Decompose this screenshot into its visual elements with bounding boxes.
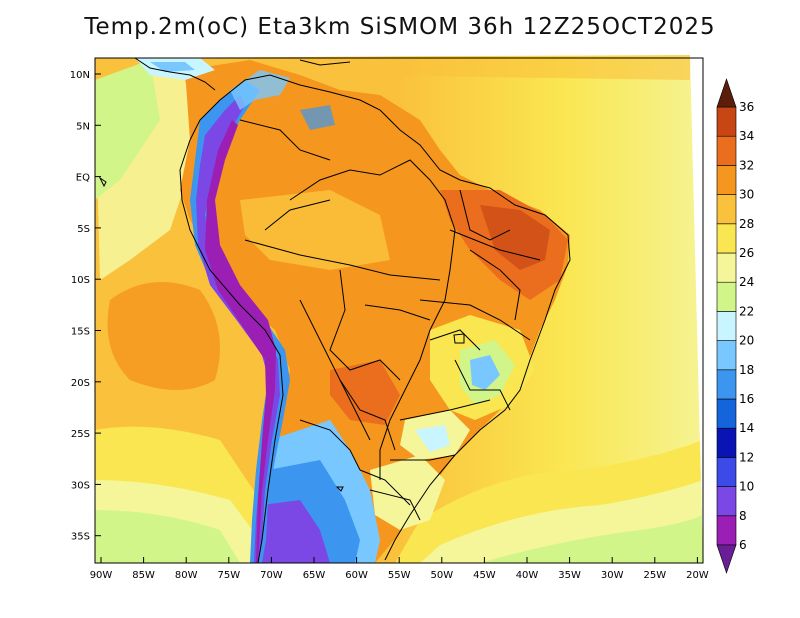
colorbar-label: 24: [739, 275, 754, 289]
colorbar-label: 22: [739, 304, 754, 318]
latitude-axis: 10N 5N EQ 5S 10S 15S 20S 25S 30S 35S: [70, 70, 101, 543]
colorbar-band: [716, 165, 737, 195]
lon-tick-label: 80W: [175, 570, 198, 581]
colorbar-band: [716, 106, 737, 137]
colorbar-label: 16: [739, 392, 754, 406]
colorbar-label: 10: [739, 480, 754, 494]
lat-tick-label: 10S: [71, 275, 90, 286]
lat-tick-label: 35S: [71, 532, 90, 543]
lat-tick-label: EQ: [76, 173, 90, 184]
country-boundaries: [98, 57, 571, 564]
colorbar-band: [716, 457, 737, 487]
lon-tick-label: 25W: [643, 570, 666, 581]
colorbar-label: 6: [739, 538, 747, 552]
lon-tick-label: 90W: [90, 570, 113, 581]
lat-tick-label: 25S: [71, 429, 90, 440]
colorbar-label: 34: [739, 129, 754, 143]
colorbar-band: [716, 340, 737, 371]
colorbar-label: 20: [739, 334, 754, 348]
colorbar-band: [716, 486, 737, 517]
lon-tick-label: 70W: [260, 570, 283, 581]
lon-tick-label: 30W: [601, 570, 624, 581]
colorbar-label: 32: [739, 158, 754, 172]
lon-tick-label: 45W: [473, 570, 496, 581]
colorbar: 6 8 10 12 14 16 18 20 22 24 26 28 30 32 34 36: [716, 78, 754, 574]
lon-tick-label: 50W: [430, 570, 453, 581]
colorbar-band: [716, 369, 737, 400]
colorbar-label: 36: [739, 100, 754, 114]
lat-tick-label: 10N: [70, 70, 90, 81]
colorbar-band: [716, 252, 737, 283]
lon-tick-label: 85W: [132, 570, 155, 581]
lat-tick-label: 5S: [77, 224, 90, 235]
colorbar-label: 14: [739, 421, 754, 435]
colorbar-band: [716, 223, 737, 254]
colorbar-under-triangle: [716, 544, 737, 574]
colorbar-label: 8: [739, 509, 747, 523]
colorbar-over-triangle: [716, 78, 737, 108]
lon-tick-label: 75W: [217, 570, 240, 581]
colorbar-label: 18: [739, 363, 754, 377]
lon-tick-label: 55W: [388, 570, 411, 581]
colorbar-band: [716, 281, 737, 312]
colorbar-band: [716, 398, 737, 429]
lat-tick-label: 30S: [71, 480, 90, 491]
colorbar-label: 30: [739, 188, 754, 202]
lon-tick-label: 40W: [516, 570, 539, 581]
colorbar-band: [716, 515, 737, 546]
lat-tick-label: 5N: [76, 121, 90, 132]
colorbar-band: [716, 311, 737, 341]
colorbar-band: [716, 427, 737, 458]
colorbar-label: 26: [739, 246, 754, 260]
lon-tick-label: 60W: [345, 570, 368, 581]
longitude-axis: 90W 85W 80W 75W 70W 65W 60W 55W 50W 45W 40W 35W 30W 2…: [90, 557, 709, 581]
lon-tick-label: 65W: [303, 570, 326, 581]
colorbar-band: [716, 135, 737, 166]
map-title: Temp.2m(oC) Eta3km SiSMOM 36h 12Z25OCT20…: [84, 14, 716, 40]
colorbar-band: [716, 194, 737, 225]
lon-tick-label: 20W: [686, 570, 709, 581]
lat-tick-label: 15S: [71, 327, 90, 338]
colorbar-label: 12: [739, 450, 754, 464]
colorbar-label: 28: [739, 217, 754, 231]
lon-tick-label: 35W: [558, 570, 581, 581]
lat-tick-label: 20S: [71, 378, 90, 389]
